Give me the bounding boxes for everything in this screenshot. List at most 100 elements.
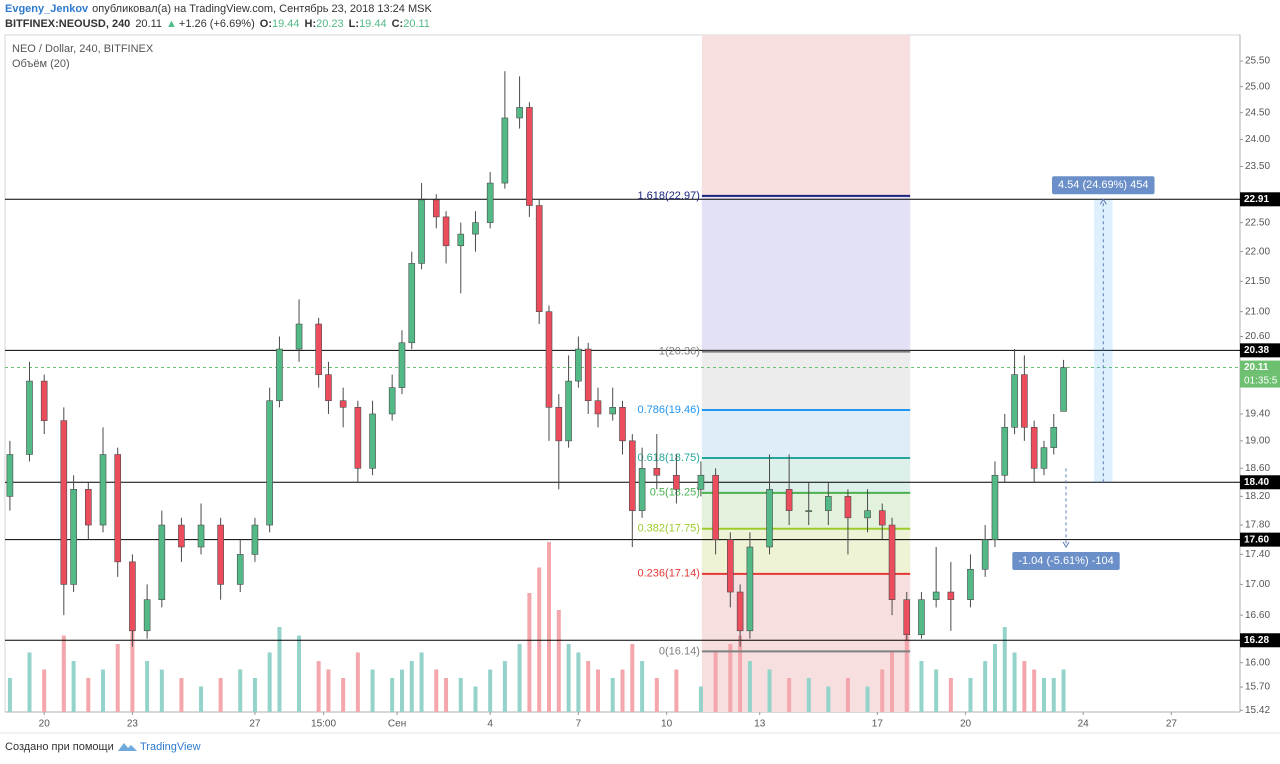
y-tick-label: 15.70 — [1245, 682, 1270, 693]
candle-body — [99, 454, 107, 526]
volume-bar — [595, 669, 600, 712]
candle-body — [143, 599, 151, 632]
candle-body — [594, 400, 602, 415]
x-tick-label: 23 — [127, 719, 139, 730]
volume-bar — [586, 661, 591, 712]
volume-bar — [738, 635, 743, 712]
candle-body — [565, 380, 572, 442]
volume-bar — [434, 669, 439, 712]
plot: 0(16.14) 0.236(17.14) 0.382(17.75) 0.5(18.2… — [5, 35, 1240, 712]
axes: 25.50 25.00 24.50 24.00 23.50 22.50 22.00 21.50… — [39, 56, 1280, 730]
candle-body — [418, 199, 425, 264]
candle-body — [1050, 427, 1058, 448]
volume-bar — [968, 678, 973, 712]
price-marker-label: 17.60 — [1244, 534, 1269, 545]
candle-body — [932, 591, 940, 600]
fib-band — [701, 528, 911, 574]
volume-bar — [904, 635, 909, 712]
volume-bar — [199, 686, 204, 712]
fib-band — [701, 573, 911, 652]
candle-body — [584, 348, 592, 402]
volume-bar — [399, 669, 404, 712]
volume-bar — [517, 644, 522, 712]
candle-body — [918, 599, 925, 636]
price-marker-label: 20.11 — [1244, 362, 1269, 373]
measure-arrow — [1099, 198, 1107, 205]
candle-body — [864, 510, 871, 519]
volume-bar — [130, 627, 135, 712]
volume-bar — [983, 661, 988, 712]
chart-title: NEO / Dollar, 240, BITFINEX — [12, 43, 154, 55]
candle-body — [1040, 447, 1048, 469]
volume-bar — [444, 678, 449, 712]
volume-bar — [620, 669, 625, 712]
price-marker-box — [1240, 475, 1280, 490]
y-tick-label: 23.50 — [1245, 161, 1270, 172]
volume-bar — [713, 652, 718, 712]
candle-body — [903, 599, 911, 636]
candle-body — [1021, 374, 1028, 428]
volume-bar — [654, 678, 659, 712]
measure-area — [1093, 199, 1113, 483]
volume-bar — [370, 669, 375, 712]
volume-bar — [527, 593, 532, 712]
candle-body — [26, 380, 33, 455]
volume-bar — [767, 669, 772, 712]
volume-legend: Объём (20) — [12, 58, 70, 70]
volume-bar — [556, 610, 561, 712]
volume-bar — [61, 635, 66, 712]
candle-body — [472, 222, 479, 235]
volume-bar — [179, 678, 184, 712]
candle-body — [526, 107, 533, 206]
volume-bar — [71, 661, 76, 712]
y-tick-label: 24.00 — [1245, 134, 1270, 145]
volume-bar — [610, 678, 615, 712]
volume-bar — [326, 669, 331, 712]
candle-body — [6, 454, 14, 497]
published: опубликовал(а) на TradingView.com, Сентя… — [92, 3, 432, 15]
volume-bar — [992, 644, 997, 712]
footer-brand[interactable]: TradingView — [140, 741, 201, 753]
candle-body — [947, 591, 955, 600]
countdown-box — [1240, 374, 1280, 388]
candle-body — [114, 454, 122, 563]
volume-bar — [728, 644, 733, 712]
candle-body — [251, 524, 259, 555]
candle-body — [746, 546, 754, 632]
candle-body — [844, 496, 852, 519]
candle-body — [638, 468, 646, 511]
candle-body — [158, 524, 166, 600]
volume-bar — [698, 686, 703, 712]
volume-bar — [576, 652, 581, 712]
ohlc-value: 19.44 — [272, 18, 300, 30]
price-marker-box — [1240, 192, 1280, 207]
volume-bar — [1032, 669, 1037, 712]
y-tick-label: 17.00 — [1245, 579, 1270, 590]
candle-body — [991, 474, 999, 540]
candle-body — [967, 569, 974, 600]
candle-body — [619, 407, 626, 442]
candle-body — [325, 374, 332, 402]
x-tick-label: 13 — [754, 719, 766, 730]
volume-bar — [267, 652, 272, 712]
fib-level-label: 1(20.36) — [659, 346, 700, 358]
ohlc-label: C: — [392, 18, 404, 30]
volume-bar — [238, 669, 243, 712]
author[interactable]: Evgeny_Jenkov — [5, 3, 89, 15]
ohlc-label: L: — [349, 18, 359, 30]
fib-level-label: 1.618(22.97) — [638, 190, 700, 202]
measure-label: 4.54 (24.69%) 454 — [1058, 179, 1149, 191]
ohlc-label: H: — [305, 18, 317, 30]
measure-arrow — [1062, 541, 1070, 548]
volume-bar — [890, 652, 895, 712]
volume-bar — [674, 669, 679, 712]
x-tick-label: 20 — [960, 719, 972, 730]
volume-bar — [948, 678, 953, 712]
volume-bar — [101, 669, 106, 712]
volume-bar — [390, 678, 395, 712]
candle-body — [1001, 427, 1009, 476]
volume-bar — [458, 678, 463, 712]
volume-bar — [145, 661, 150, 712]
fib-level-label: 0.236(17.14) — [638, 568, 700, 580]
y-tick-label: 18.60 — [1245, 463, 1270, 474]
